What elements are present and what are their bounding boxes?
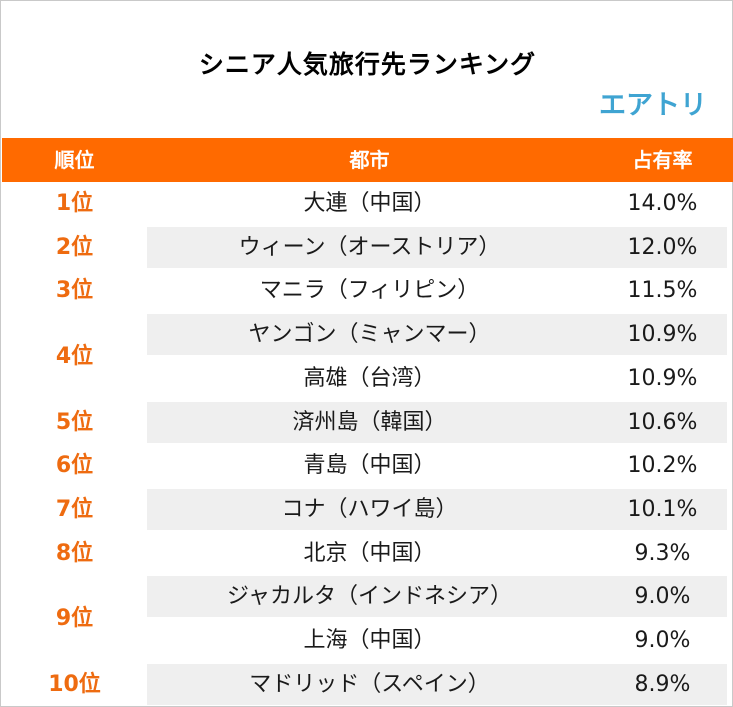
city-cell: 青島（中国） (303, 453, 436, 479)
airtrip-logo: エアトリ (599, 90, 707, 121)
header-city: 都市 (349, 148, 390, 172)
share-cell: 10.2% (627, 453, 698, 479)
rank-cell: 1位 (55, 191, 94, 216)
row-band (147, 488, 727, 530)
city-cell: マドリッド（スペイン） (249, 671, 490, 697)
share-cell: 10.9% (627, 365, 698, 391)
row-band (147, 576, 727, 618)
city-cell: コナ（ハワイ島） (281, 496, 458, 522)
header-rank: 順位 (54, 148, 95, 172)
share-cell: 9.0% (634, 584, 691, 610)
share-cell: 8.9% (634, 671, 691, 697)
city-cell: 済州島（韓国） (292, 409, 447, 435)
share-cell: 10.6% (627, 409, 698, 435)
rank-cell: 8位 (55, 540, 94, 566)
row-band (147, 620, 727, 661)
share-cell: 10.9% (627, 322, 698, 348)
city-cell: ジャカルタ（インドネシア） (227, 584, 512, 610)
rank-cell: 10位 (48, 671, 101, 697)
table-row: コナ（ハワイ島） 10.1% (2, 488, 733, 531)
rank-cell: 9位 (55, 606, 94, 632)
row-band (147, 532, 727, 574)
chart-title: シニア人気旅行先ランキング (198, 50, 537, 79)
city-cell: ヤンゴン（ミャンマー） (248, 322, 491, 348)
table-row: 北京（中国） 9.3% (2, 532, 733, 575)
row-band (147, 183, 727, 224)
table-row: 大連（中国） 14.0% (2, 182, 733, 225)
city-cell: 上海（中国） (303, 628, 436, 653)
row-band (147, 357, 727, 399)
city-cell: 北京（中国） (303, 540, 436, 566)
share-cell: 11.5% (627, 278, 698, 304)
table-row: マニラ（フィリピン） 11.5% (2, 269, 733, 312)
share-cell: 9.0% (634, 628, 691, 653)
table-header: 順位 都市 占有率 (2, 138, 733, 182)
row-band (147, 663, 727, 705)
share-cell: 9.3% (634, 540, 691, 566)
table-row: ヤンゴン（ミャンマー） 10.9% (2, 313, 733, 356)
city-cell: ウィーン（オーストリア） (238, 234, 501, 260)
table-row: 高雄（台湾） 10.9% (2, 357, 733, 400)
rank-cell: 3位 (55, 278, 94, 304)
row-band (147, 270, 727, 312)
table-row: 済州島（韓国） 10.6% (2, 401, 733, 444)
share-cell: 12.0% (627, 234, 698, 260)
share-cell: 10.1% (627, 496, 698, 522)
table-row: 上海（中国） 9.0% (2, 619, 733, 662)
rank-cell: 4位 (55, 344, 94, 370)
rank-cell: 7位 (55, 496, 94, 522)
city-cell: 高雄（台湾） (303, 365, 436, 391)
row-band (147, 226, 727, 268)
rank-cell: 2位 (55, 234, 94, 260)
city-cell: マニラ（フィリピン） (259, 278, 480, 304)
row-band (147, 445, 727, 487)
table-row: ウィーン（オーストリア） 12.0% (2, 226, 733, 269)
city-cell: 大連（中国） (303, 191, 436, 216)
header-share: 占有率 (632, 148, 693, 172)
table-row: 青島（中国） 10.2% (2, 444, 733, 487)
row-band (147, 314, 727, 356)
table-row: ジャカルタ（インドネシア） 9.0% (2, 575, 733, 618)
share-cell: 14.0% (627, 191, 698, 216)
table-row: マドリッド（スペイン） 8.9% (2, 663, 733, 706)
rank-cell: 6位 (55, 453, 94, 479)
row-band (147, 401, 727, 443)
rank-cell: 5位 (55, 409, 94, 435)
